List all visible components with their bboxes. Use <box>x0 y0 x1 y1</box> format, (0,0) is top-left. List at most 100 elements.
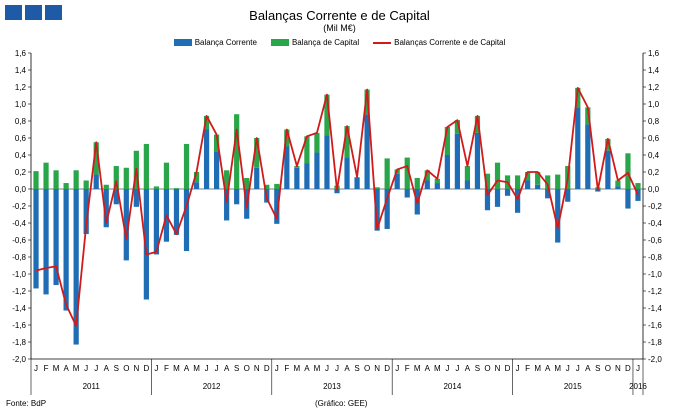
x-tick-label-month: N <box>374 364 380 373</box>
bar-corrente <box>123 189 129 261</box>
x-tick-label-month: J <box>205 364 209 373</box>
y-tick-label-right: 0,8 <box>648 117 660 126</box>
y-tick-label-right: 1,2 <box>648 83 660 92</box>
bar-corrente <box>93 174 99 189</box>
x-tick-label-month: M <box>534 364 541 373</box>
x-tick-label-month: J <box>325 364 329 373</box>
bar-corrente <box>324 135 330 189</box>
y-tick-label-right: -1,2 <box>648 287 662 296</box>
bar-capital <box>314 132 320 153</box>
bar-capital <box>153 186 160 189</box>
bar-corrente <box>394 173 400 189</box>
y-tick-label-right: 0,4 <box>648 151 660 160</box>
x-tick-label-month: S <box>114 364 119 373</box>
bar-corrente <box>153 189 160 255</box>
x-tick-label-month: A <box>585 364 591 373</box>
x-tick-label-month: A <box>224 364 230 373</box>
bar-corrente <box>183 189 190 252</box>
bar-corrente <box>565 189 571 202</box>
bar-corrente <box>555 189 561 243</box>
bar-corrente <box>133 189 139 207</box>
brand-logo <box>5 5 62 20</box>
x-tick-label-month: O <box>244 364 250 373</box>
bar-corrente <box>605 150 611 189</box>
y-tick-label-left: -1,0 <box>12 270 26 279</box>
x-tick-label-month: O <box>605 364 611 373</box>
x-tick-label-month: J <box>84 364 88 373</box>
legend-label-corrente: Balança Corrente <box>194 38 257 47</box>
bar-capital <box>545 175 551 189</box>
bar-corrente <box>535 184 541 189</box>
bar-capital <box>113 166 119 189</box>
bar-corrente <box>504 189 511 196</box>
bar-corrente <box>224 189 230 221</box>
bar-capital <box>244 177 250 189</box>
bar-capital <box>324 94 330 136</box>
bar-capital <box>234 114 240 189</box>
x-tick-label-month: A <box>465 364 471 373</box>
x-tick-label-month: J <box>566 364 570 373</box>
x-tick-label-month: N <box>495 364 501 373</box>
bar-corrente <box>464 180 471 189</box>
bar-capital <box>404 157 410 189</box>
bar-corrente <box>635 189 641 201</box>
y-tick-label-left: 1,2 <box>15 83 27 92</box>
bar-capital <box>555 174 561 189</box>
bar-capital <box>203 115 210 130</box>
x-tick-label-year: 2013 <box>323 382 341 391</box>
x-tick-label-month: A <box>104 364 110 373</box>
bar-capital <box>173 188 180 189</box>
bar-capital <box>143 143 149 189</box>
y-tick-label-left: -2,0 <box>12 355 26 364</box>
bar-corrente <box>234 189 240 205</box>
bar-capital <box>43 162 49 189</box>
bar-capital <box>264 184 270 189</box>
bar-capital <box>484 173 491 189</box>
legend-item-corrente: Balança Corrente <box>173 38 257 47</box>
bar-capital <box>434 178 440 184</box>
bar-capital <box>103 184 109 189</box>
y-tick-label-right: -1,0 <box>648 270 662 279</box>
y-tick-label-left: 1,0 <box>15 100 27 109</box>
x-tick-label-month: M <box>173 364 180 373</box>
line-total <box>35 86 639 327</box>
bar-corrente <box>454 133 461 189</box>
x-tick-label-month: O <box>123 364 129 373</box>
x-tick-label-month: J <box>34 364 38 373</box>
source-note: Fonte: BdP <box>6 399 47 408</box>
bar-corrente <box>585 124 591 189</box>
bar-corrente <box>374 189 380 231</box>
bar-capital <box>464 166 471 181</box>
bar-capital <box>193 172 200 183</box>
bar-corrente <box>474 132 481 189</box>
bar-corrente <box>434 183 440 189</box>
bar-corrente <box>33 189 39 289</box>
x-tick-label-month: A <box>545 364 551 373</box>
y-tick-label-left: -0,8 <box>12 253 26 262</box>
brand-square <box>5 5 22 20</box>
bar-corrente <box>63 189 69 311</box>
bar-capital <box>615 180 621 187</box>
x-tick-label-year: 2014 <box>443 382 461 391</box>
x-tick-label-month: F <box>284 364 289 373</box>
x-tick-label-year: 2011 <box>83 382 101 391</box>
x-tick-label-month: S <box>234 364 239 373</box>
x-tick-label-month: J <box>94 364 98 373</box>
bar-capital <box>635 183 641 189</box>
bar-corrente <box>314 152 320 189</box>
y-tick-label-right: -0,6 <box>648 236 662 245</box>
bar-corrente <box>625 189 631 209</box>
y-tick-label-right: 1,6 <box>648 49 660 58</box>
bar-corrente <box>344 157 350 189</box>
bar-capital <box>494 162 501 189</box>
bar-corrente <box>615 186 621 189</box>
bar-corrente <box>213 151 220 189</box>
y-tick-label-right: 0,6 <box>648 134 660 143</box>
y-tick-label-right: 0,0 <box>648 185 660 194</box>
chart-title: Balanças Corrente e de Capital <box>249 8 430 23</box>
y-tick-label-left: -1,2 <box>12 287 26 296</box>
bar-corrente <box>575 107 581 189</box>
y-tick-label-left: 0,6 <box>15 134 27 143</box>
x-tick-label-month: D <box>384 364 390 373</box>
x-tick-label-month: D <box>143 364 149 373</box>
